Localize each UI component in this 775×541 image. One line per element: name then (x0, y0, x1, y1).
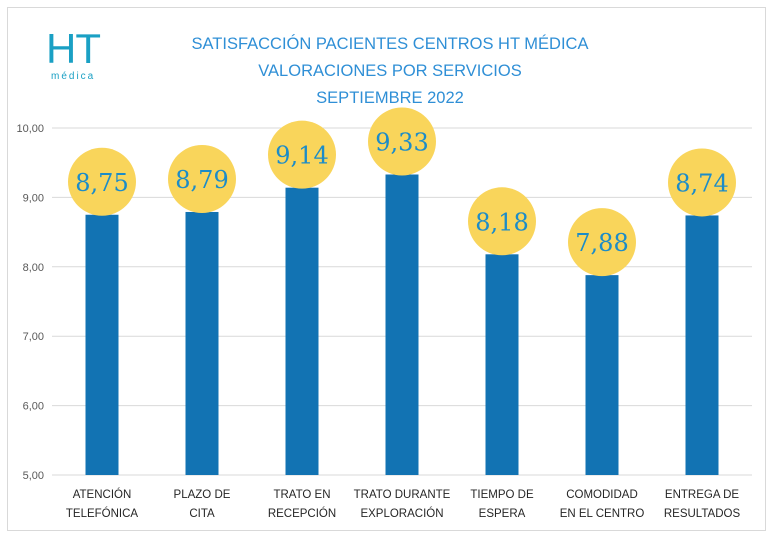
x-tick-label: ENTREGA DE RESULTADOS (664, 489, 741, 520)
data-label: 8,18 (475, 208, 528, 236)
bar (685, 215, 719, 475)
y-tick-label: 9,00 (23, 192, 44, 204)
y-tick-label: 8,00 (23, 262, 44, 274)
logo-brand: HT (46, 25, 101, 72)
x-tick-label: TIEMPO DE ESPERA (470, 489, 534, 520)
data-label: 8,74 (675, 169, 728, 197)
bar (285, 187, 319, 475)
bar (185, 211, 219, 475)
data-label-bubble (168, 144, 236, 213)
bar (85, 214, 119, 475)
y-tick-label: 5,00 (23, 470, 44, 482)
chart-title-line-3: SEPTIEMBRE 2022 (316, 89, 464, 107)
bar (385, 174, 419, 476)
x-tick-label: PLAZO DE CITA (174, 489, 231, 520)
data-label-bubble (468, 187, 536, 256)
logo-subtitle: médica (51, 71, 96, 82)
chart-title-line-2: VALORACIONES POR SERVICIOS (258, 62, 522, 80)
data-label-bubble (68, 147, 136, 216)
y-tick-label: 7,00 (23, 331, 44, 343)
x-tick-label: TRATO DURANTE EXPLORACIÓN (354, 489, 451, 520)
ht-medica-logo: HT médica (46, 28, 106, 84)
data-label-bubble (368, 107, 436, 176)
x-tick-label: TRATO EN RECEPCIÓN (268, 489, 336, 520)
data-label-bubble (568, 208, 636, 277)
y-tick-label: 6,00 (23, 401, 44, 413)
x-tick-label: ATENCIÓN TELEFÓNICA (66, 488, 139, 520)
bar (585, 275, 619, 475)
data-label-bubble (668, 148, 736, 217)
data-label: 9,14 (275, 142, 328, 170)
data-label: 8,79 (175, 166, 228, 194)
bar (485, 254, 519, 475)
data-label-bubble (268, 120, 336, 189)
chart-title-line-1: SATISFACCIÓN PACIENTES CENTROS HT MÉDICA (191, 35, 589, 53)
y-tick-label: 10,00 (16, 123, 44, 135)
x-tick-label: COMODIDAD EN EL CENTRO (560, 489, 645, 520)
data-label: 7,88 (575, 229, 628, 257)
data-label: 8,75 (75, 169, 128, 197)
data-label: 9,33 (375, 128, 428, 156)
